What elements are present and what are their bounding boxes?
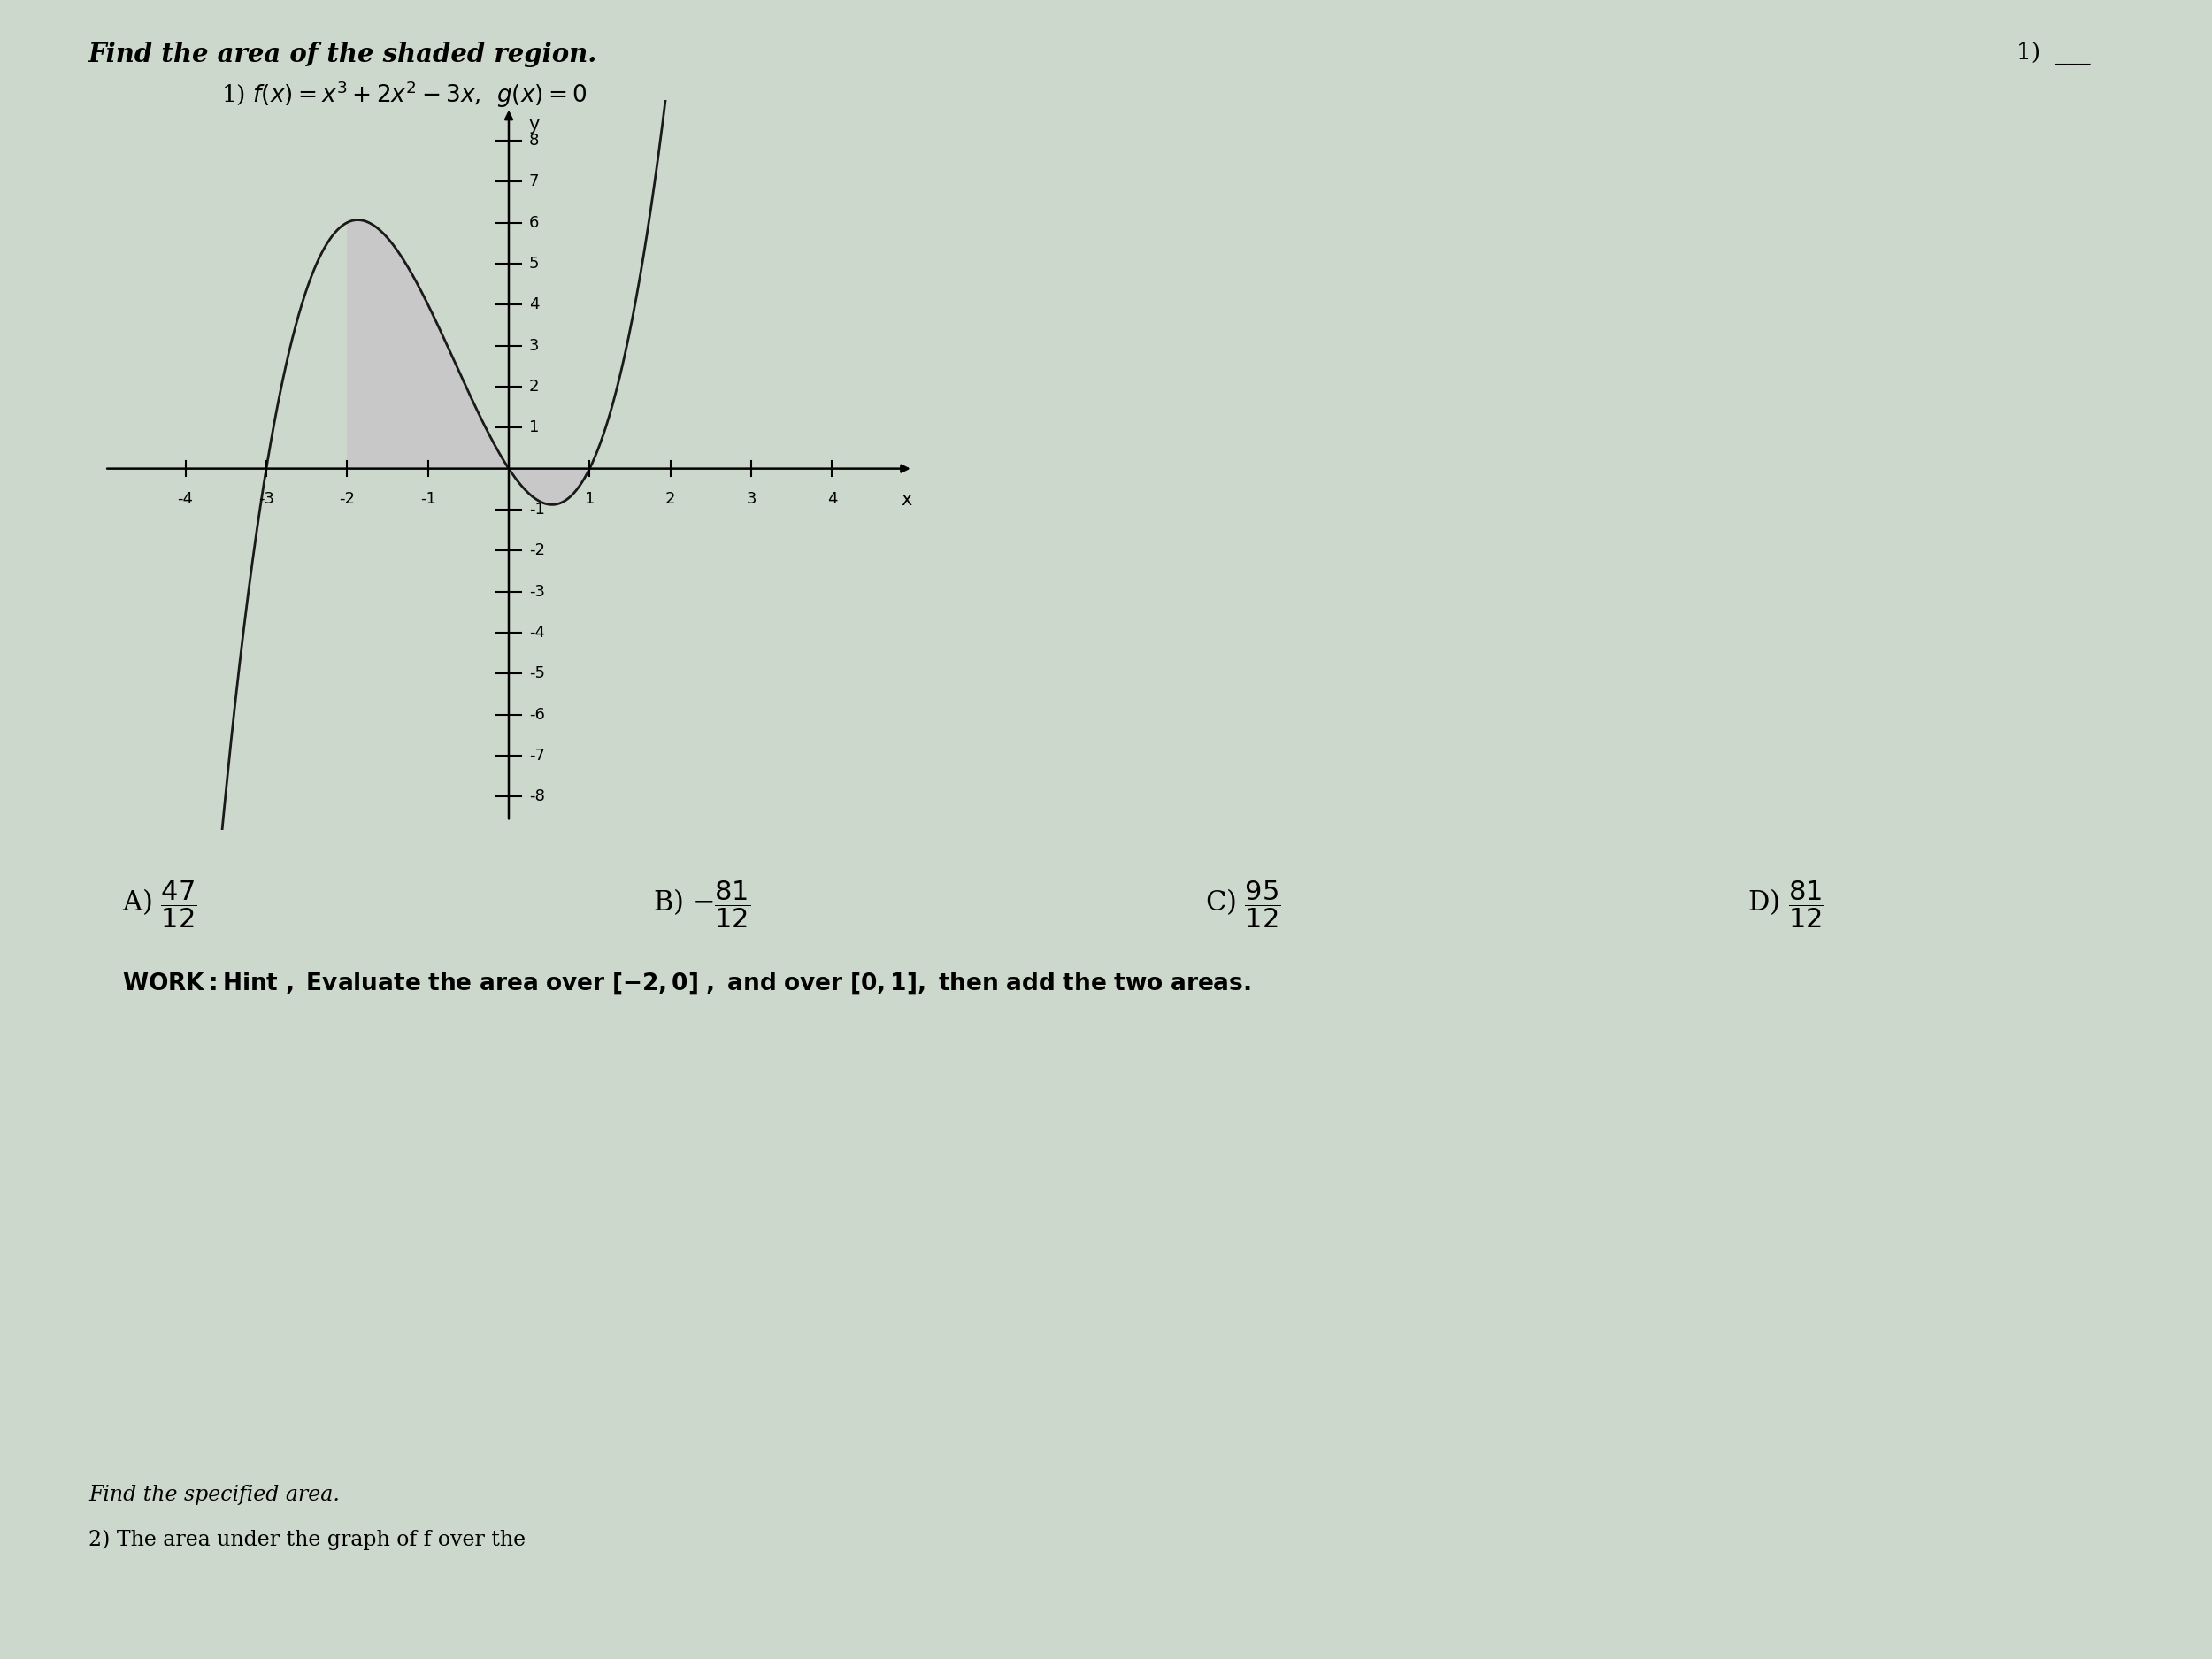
Text: 1)  ___: 1) ___	[2017, 41, 2090, 65]
Text: A) $\dfrac{47}{12}$: A) $\dfrac{47}{12}$	[122, 879, 197, 929]
Text: y: y	[529, 116, 540, 134]
Text: x: x	[900, 491, 911, 509]
Text: 7: 7	[529, 174, 540, 189]
Text: -6: -6	[529, 707, 544, 723]
Text: 4: 4	[529, 297, 540, 312]
Text: 3: 3	[529, 338, 540, 353]
Text: -8: -8	[529, 788, 544, 805]
Text: 5: 5	[529, 255, 540, 272]
Text: 4: 4	[827, 491, 836, 508]
Text: -2: -2	[529, 542, 544, 559]
Text: 3: 3	[745, 491, 757, 508]
Text: -5: -5	[529, 665, 544, 682]
Text: -4: -4	[177, 491, 192, 508]
Text: Find the specified area.: Find the specified area.	[88, 1485, 341, 1505]
Text: 1: 1	[584, 491, 595, 508]
Text: -3: -3	[259, 491, 274, 508]
Text: -2: -2	[338, 491, 356, 508]
Text: 6: 6	[529, 214, 540, 231]
Text: 2: 2	[529, 378, 540, 395]
Text: -3: -3	[529, 584, 544, 599]
Text: $\mathbf{WORK: Hint\ ,\ Evaluate\ the\ area\ over\ [-2,0]\ ,\ and\ over\ [0,1],\: $\mathbf{WORK: Hint\ ,\ Evaluate\ the\ a…	[122, 971, 1250, 995]
Text: 1: 1	[529, 420, 540, 436]
Text: 1) $f(x) = x^3 + 2x^2 - 3x$,  $g(x) = 0$: 1) $f(x) = x^3 + 2x^2 - 3x$, $g(x) = 0$	[221, 80, 586, 109]
Text: -1: -1	[529, 501, 544, 518]
Text: Find the area of the shaded region.: Find the area of the shaded region.	[88, 41, 597, 66]
Text: -7: -7	[529, 748, 544, 763]
Text: 2: 2	[666, 491, 675, 508]
Text: C) $\dfrac{95}{12}$: C) $\dfrac{95}{12}$	[1206, 879, 1281, 929]
Text: -1: -1	[420, 491, 436, 508]
Text: -4: -4	[529, 625, 544, 640]
Text: B) $-\dfrac{81}{12}$: B) $-\dfrac{81}{12}$	[653, 879, 750, 929]
Text: 2) The area under the graph of f over the: 2) The area under the graph of f over th…	[88, 1530, 526, 1551]
Text: D) $\dfrac{81}{12}$: D) $\dfrac{81}{12}$	[1747, 879, 1825, 929]
Text: 8: 8	[529, 133, 540, 149]
